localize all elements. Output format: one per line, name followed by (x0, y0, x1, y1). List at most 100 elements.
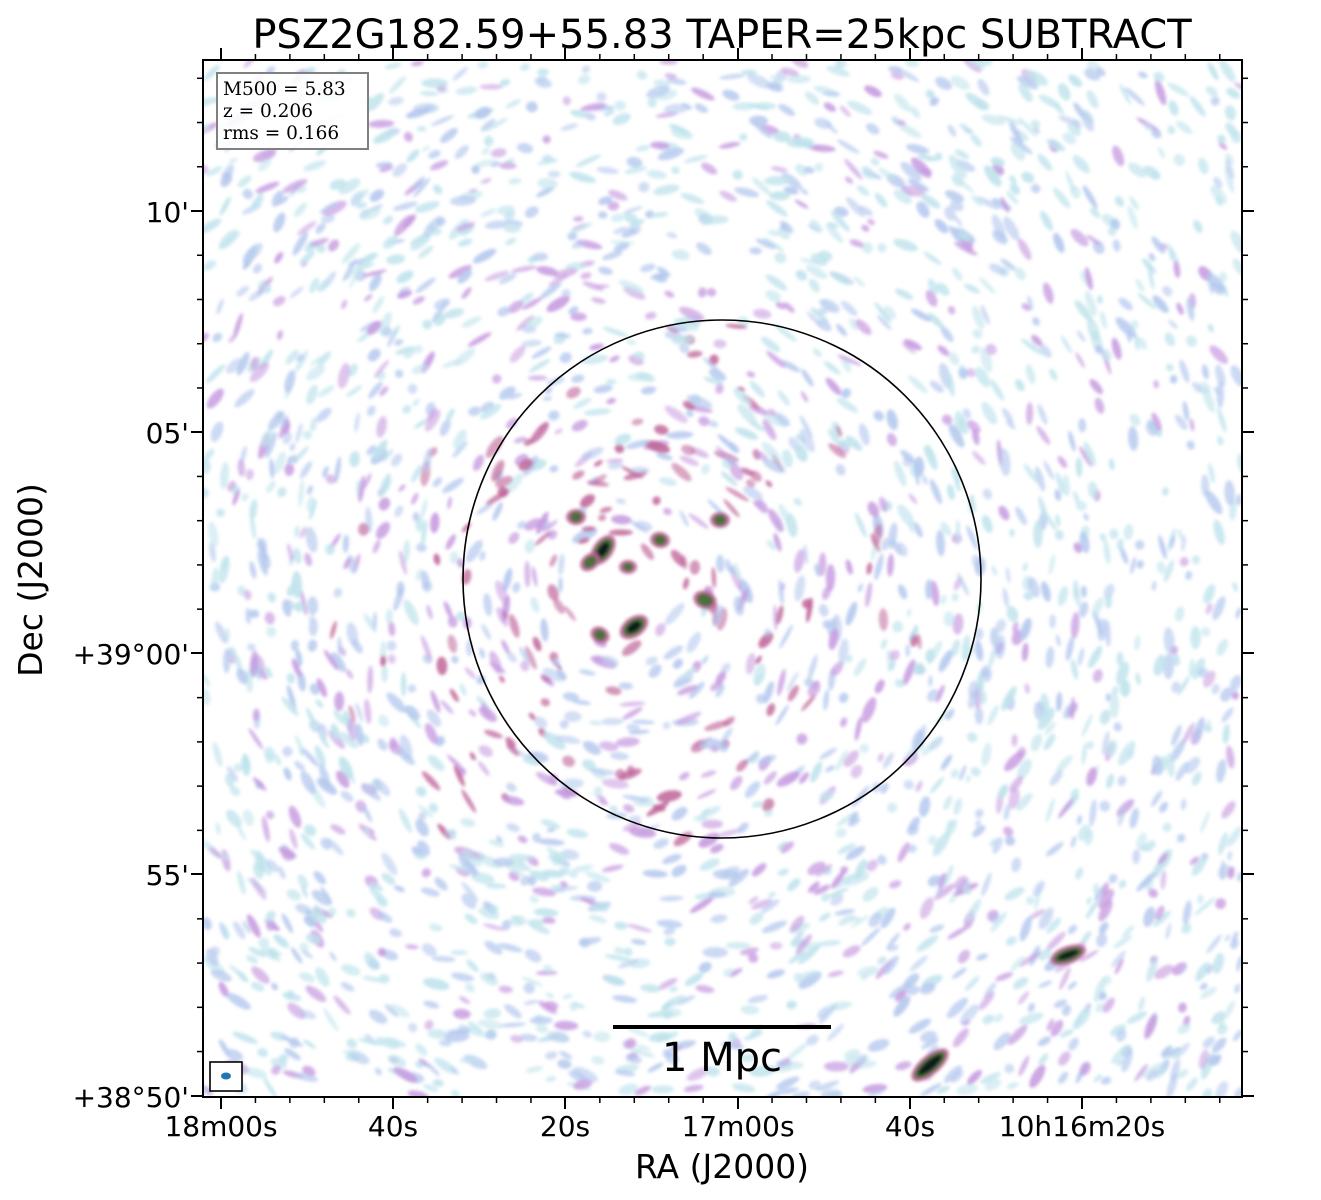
noise-blob (1121, 925, 1135, 938)
noise-blob (535, 1024, 549, 1034)
noise-blob (294, 349, 309, 373)
noise-blob (562, 692, 580, 702)
noise-blob (543, 964, 553, 974)
noise-blob (1129, 413, 1141, 426)
noise-blob (751, 898, 773, 910)
noise-blob (560, 881, 568, 888)
noise-blob (1058, 1051, 1071, 1066)
noise-blob (857, 966, 880, 977)
noise-blob (1210, 96, 1220, 106)
noise-blob (508, 393, 523, 400)
noise-blob (252, 777, 267, 791)
noise-blob (508, 614, 520, 638)
noise-blob (348, 770, 356, 784)
noise-blob (410, 60, 424, 67)
noise-blob (448, 264, 472, 279)
noise-blob (1038, 907, 1054, 930)
noise-blob (232, 489, 240, 506)
noise-blob (889, 880, 902, 889)
noise-blob (506, 651, 517, 663)
noise-blob (433, 298, 451, 310)
noise-blob (810, 253, 828, 266)
noise-blob (1096, 932, 1108, 948)
noise-blob (612, 113, 631, 126)
noise-blob (846, 197, 866, 218)
noise-blob (333, 709, 346, 725)
noise-blob (1092, 882, 1099, 894)
noise-blob (218, 1039, 230, 1056)
noise-blob (751, 801, 765, 808)
noise-blob (946, 371, 955, 397)
noise-blob (662, 721, 671, 730)
noise-blob (923, 251, 942, 265)
noise-blob (887, 944, 899, 952)
noise-blob (694, 103, 708, 113)
noise-blob (1166, 752, 1175, 778)
noise-blob (932, 831, 951, 857)
noise-blob (868, 912, 882, 928)
noise-blob (1082, 185, 1098, 209)
noise-blob (749, 247, 762, 255)
noise-blob (1095, 1002, 1105, 1013)
noise-blob (913, 522, 923, 538)
noise-blob (542, 154, 554, 162)
noise-blob (373, 778, 391, 796)
noise-blob (261, 816, 270, 842)
noise-blob (662, 995, 686, 1009)
noise-blob (684, 666, 697, 676)
noise-blob (718, 73, 746, 80)
noise-blob (334, 456, 341, 484)
noise-blob (977, 196, 1000, 210)
noise-blob (990, 157, 1005, 167)
noise-blob (761, 920, 788, 934)
noise-blob (814, 563, 821, 577)
noise-blob (1234, 1087, 1242, 1097)
noise-blob (882, 752, 894, 769)
noise-blob (511, 265, 537, 273)
noise-blob (627, 372, 653, 382)
noise-blob (1086, 318, 1100, 342)
noise-blob (633, 800, 645, 807)
noise-blob (827, 428, 841, 446)
noise-blob (1070, 835, 1077, 848)
noise-blob (947, 926, 968, 940)
noise-blob (315, 967, 330, 987)
noise-blob (1213, 176, 1223, 189)
noise-blob (919, 796, 931, 818)
noise-blob (294, 735, 305, 754)
noise-blob (453, 764, 465, 787)
noise-blob (767, 891, 776, 898)
noise-blob (1029, 909, 1045, 919)
noise-blob (1109, 528, 1119, 540)
noise-blob (461, 789, 477, 813)
noise-blob (420, 570, 431, 591)
noise-blob (740, 1005, 760, 1015)
noise-blob (378, 714, 389, 727)
noise-blob (233, 763, 243, 772)
noise-blob (801, 695, 816, 712)
noise-blob (790, 60, 809, 68)
noise-blob (601, 864, 624, 873)
noise-blob (1193, 717, 1205, 743)
noise-blob (703, 376, 724, 386)
noise-blob (1058, 798, 1074, 819)
noise-blob (788, 950, 807, 964)
noise-blob (696, 242, 712, 255)
noise-blob (1117, 805, 1126, 827)
noise-blob (776, 771, 800, 787)
plot-area[interactable]: M500 = 5.83 z = 0.206 rms = 0.166 1 Mpc (192, 51, 1250, 1104)
noise-blob (1167, 125, 1176, 135)
noise-blob (378, 497, 391, 511)
noise-blob (447, 496, 452, 510)
noise-blob (262, 284, 272, 294)
noise-blob (289, 442, 296, 452)
noise-blob (776, 1076, 800, 1090)
noise-blob (622, 707, 643, 720)
noise-blob (258, 539, 268, 562)
noise-blob (611, 514, 632, 525)
noise-blob (1058, 115, 1081, 126)
noise-blob (578, 74, 591, 85)
noise-blob (554, 886, 578, 892)
noise-blob (725, 486, 750, 502)
noise-blob (545, 1076, 557, 1082)
